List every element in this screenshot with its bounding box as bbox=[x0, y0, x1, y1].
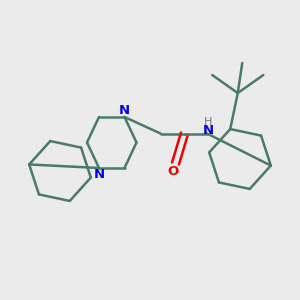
Text: N: N bbox=[202, 124, 214, 137]
Text: N: N bbox=[119, 104, 130, 118]
Text: N: N bbox=[93, 167, 105, 181]
Text: O: O bbox=[167, 165, 178, 178]
Text: H: H bbox=[204, 117, 212, 127]
